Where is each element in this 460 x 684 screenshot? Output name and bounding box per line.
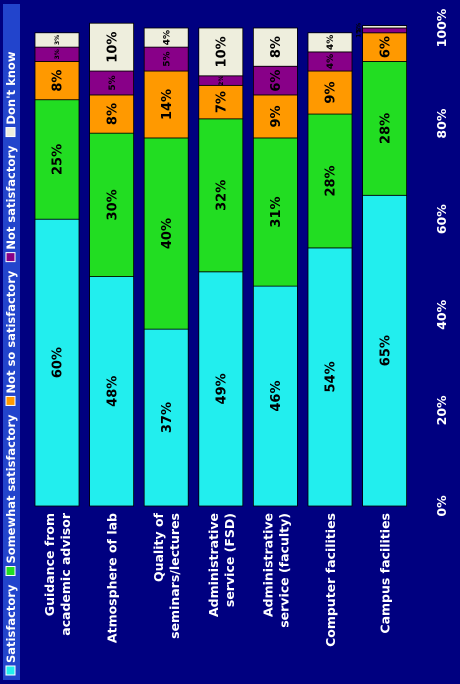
data-label-computer-facilities-don-t-know: 4%: [326, 35, 336, 50]
data-label-guidance-from-academic-advisor-not-so-satisfactory: 8%: [51, 70, 66, 92]
data-label-atmosphere-of-lab-somewhat-satisfactory: 30%: [105, 189, 120, 220]
data-label-quality-of-seminars-lectures-not-satisfactory: 5%: [162, 51, 172, 66]
tick-label-100: 100%: [434, 8, 449, 47]
bar-campus-facilities-don-t-know: [362, 25, 408, 29]
bar-computer-facilities-don-t-know: [307, 32, 353, 53]
legend-swatch-not-satisfactory: [5, 252, 16, 263]
data-label-campus-facilities-don-t-know: 1%: [356, 23, 363, 33]
category-label-quality-of-seminars-lectures: Quality ofseminars/lectures: [151, 512, 182, 638]
data-label-computer-facilities-somewhat-satisfactory: 28%: [324, 165, 339, 196]
bar-guidance-from-academic-advisor-don-t-know: [34, 32, 80, 48]
data-label-campus-facilities-satisfactory: 65%: [378, 335, 393, 366]
bar-administrative-service-fsd-don-t-know: [198, 27, 244, 77]
legend-swatch-somewhat-satisfactory: [5, 566, 16, 577]
data-label-computer-facilities-satisfactory: 54%: [324, 361, 339, 392]
tick-label-60: 60%: [434, 204, 449, 234]
data-label-campus-facilities-not-satisfactory: 1%: [356, 28, 363, 38]
data-label-quality-of-seminars-lectures-not-so-satisfactory: 14%: [160, 89, 175, 120]
legend-background: [3, 4, 20, 680]
tick-label-40: 40%: [434, 299, 449, 329]
data-label-computer-facilities-not-satisfactory: 4%: [326, 54, 336, 69]
category-label-campus-facilities: Campus facilities: [378, 513, 393, 634]
data-label-administrative-service-faculty-don-t-know: 8%: [269, 36, 284, 58]
data-label-administrative-service-faculty-not-satisfactory: 6%: [269, 70, 284, 92]
bar-administrative-service-faculty-don-t-know: [252, 27, 298, 67]
data-label-atmosphere-of-lab-don-t-know: 10%: [105, 32, 120, 63]
data-label-guidance-from-academic-advisor-don-t-know: 3%: [54, 35, 61, 45]
data-label-guidance-from-academic-advisor-somewhat-satisfactory: 25%: [51, 144, 66, 175]
data-label-administrative-service-fsd-satisfactory: 49%: [214, 373, 229, 404]
legend-swatch-not-so-satisfactory: [5, 395, 16, 406]
category-label-atmosphere-of-lab: Atmosphere of lab: [105, 513, 120, 643]
bar-campus-facilities-not-satisfactory: [362, 27, 408, 34]
category-label-computer-facilities: Computer facilities: [323, 513, 338, 647]
data-label-computer-facilities-not-so-satisfactory: 9%: [324, 81, 339, 103]
tick-label-80: 80%: [434, 108, 449, 138]
data-label-atmosphere-of-lab-not-satisfactory: 5%: [108, 75, 118, 90]
data-label-atmosphere-of-lab-satisfactory: 48%: [105, 376, 120, 407]
data-label-administrative-service-fsd-don-t-know: 10%: [214, 36, 229, 67]
value-axis-ticks: 0% 20% 40% 60% 80% 100%: [434, 8, 449, 516]
category-label-administrative-service-fsd: Administrativeservice (FSD): [206, 513, 237, 617]
data-label-administrative-service-faculty-somewhat-satisfactory: 31%: [269, 196, 284, 227]
data-label-quality-of-seminars-lectures-somewhat-satisfactory: 40%: [160, 218, 175, 249]
legend-label-satisfactory: Satisfactory: [4, 584, 18, 663]
data-label-atmosphere-of-lab-not-so-satisfactory: 8%: [105, 103, 120, 125]
data-label-campus-facilities-somewhat-satisfactory: 28%: [378, 113, 393, 144]
data-label-administrative-service-faculty-not-so-satisfactory: 9%: [269, 105, 284, 127]
legend-swatch-satisfactory: [5, 665, 16, 676]
data-label-administrative-service-fsd-not-so-satisfactory: 7%: [214, 91, 229, 113]
data-label-administrative-service-faculty-satisfactory: 46%: [269, 380, 284, 411]
tick-label-0: 0%: [434, 495, 449, 517]
legend-label-somewhat-satisfactory: Somewhat satisfactory: [4, 414, 18, 564]
data-label-quality-of-seminars-lectures-satisfactory: 37%: [160, 402, 175, 433]
legend-label-not-so-satisfactory: Not so satisfactory: [4, 270, 18, 393]
legend-label-not-satisfactory: Not satisfactory: [4, 145, 18, 250]
category-labels: Guidance fromacademic advisor Atmosphere …: [42, 512, 393, 647]
data-label-administrative-service-fsd-somewhat-satisfactory: 32%: [214, 180, 229, 211]
tick-label-20: 20%: [434, 395, 449, 425]
category-label-administrative-service-faculty: Administrativeservice (faculty): [260, 513, 291, 628]
bar-atmosphere-of-lab-don-t-know: [89, 22, 134, 72]
legend: Satisfactory Somewhat satisfactory Not so …: [3, 4, 20, 680]
data-label-guidance-from-academic-advisor-satisfactory: 60%: [51, 347, 66, 378]
data-label-guidance-from-academic-advisor-not-satisfactory: 3%: [54, 49, 61, 59]
data-label-quality-of-seminars-lectures-don-t-know: 4%: [162, 30, 172, 45]
legend-swatch-don-t-know: [5, 127, 16, 138]
bars: 60% 25% 8% 3% 3% 48% 30% 8% 5% 10% 37% 40% 14% 5% 4% 49…: [34, 22, 408, 507]
legend-label-don-t-know: Don't know: [4, 51, 18, 124]
bar-quality-of-seminars-lectures-don-t-know: [143, 27, 189, 48]
data-label-campus-facilities-not-so-satisfactory: 6%: [378, 36, 393, 58]
data-label-administrative-service-fsd-not-satisfactory: 2%: [218, 75, 225, 85]
category-label-guidance-from-academic-advisor: Guidance fromacademic advisor: [42, 512, 73, 636]
